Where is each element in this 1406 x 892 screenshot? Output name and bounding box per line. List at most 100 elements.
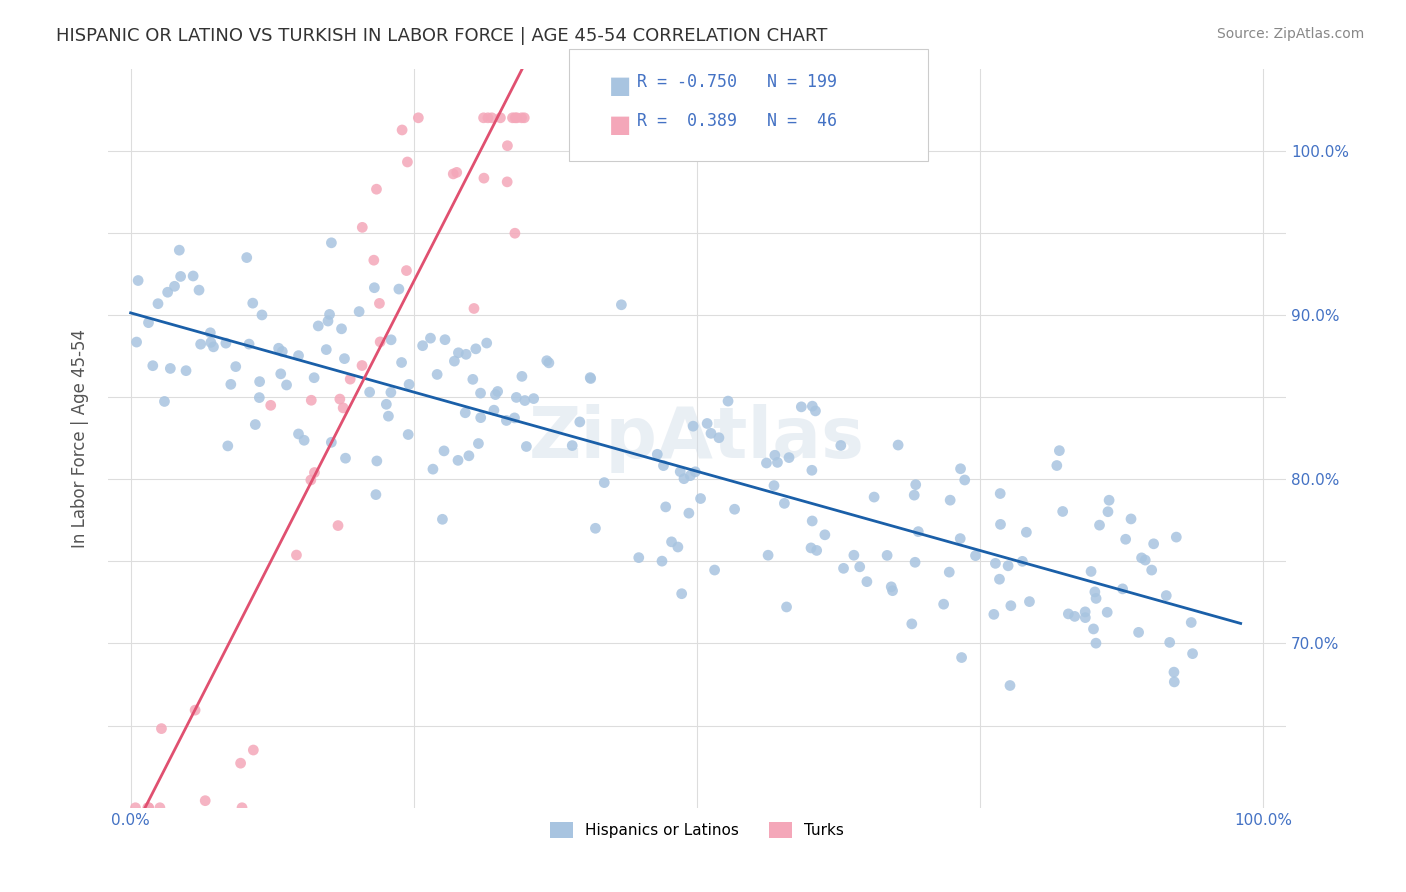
Y-axis label: In Labor Force | Age 45-54: In Labor Force | Age 45-54 — [72, 328, 89, 548]
Point — [1000, 599, 1022, 613]
Point — [292, 434, 315, 448]
Point — [682, 419, 704, 434]
Point — [1085, 591, 1108, 606]
Point — [832, 561, 855, 575]
Text: R =  0.389   N =  46: R = 0.389 N = 46 — [637, 112, 837, 130]
Point — [766, 455, 789, 469]
Point — [513, 111, 536, 125]
Point — [142, 359, 165, 373]
Point — [366, 182, 388, 196]
Point — [496, 175, 519, 189]
Point — [515, 440, 537, 454]
Point — [138, 801, 160, 815]
Point — [1084, 585, 1107, 599]
Point — [270, 367, 292, 381]
Point — [271, 344, 294, 359]
Point — [124, 801, 146, 815]
Point — [652, 458, 675, 473]
Point — [1095, 605, 1118, 619]
Point — [127, 273, 149, 287]
Point — [523, 392, 546, 406]
Point — [689, 491, 711, 506]
Point — [1052, 504, 1074, 518]
Point — [299, 393, 322, 408]
Point — [506, 111, 529, 125]
Point — [368, 296, 391, 310]
Point — [433, 444, 456, 458]
Point — [1128, 625, 1150, 640]
Point — [579, 371, 602, 385]
Point — [627, 550, 650, 565]
Point — [287, 426, 309, 441]
Point — [696, 417, 718, 431]
Point — [495, 413, 517, 427]
Point — [396, 427, 419, 442]
Point — [472, 111, 495, 125]
Point — [938, 565, 960, 579]
Point — [842, 548, 865, 562]
Point — [366, 454, 388, 468]
Point — [482, 403, 505, 417]
Point — [806, 543, 828, 558]
Point — [510, 111, 533, 125]
Point — [1011, 554, 1033, 568]
Point — [830, 438, 852, 452]
Point — [287, 349, 309, 363]
Point — [335, 451, 357, 466]
Text: ZipAtlas: ZipAtlas — [529, 404, 865, 473]
Point — [707, 431, 730, 445]
Point — [467, 436, 489, 450]
Point — [315, 343, 337, 357]
Point — [1088, 518, 1111, 533]
Point — [790, 400, 813, 414]
Point — [997, 558, 1019, 573]
Point — [561, 439, 583, 453]
Point — [238, 337, 260, 351]
Point — [949, 532, 972, 546]
Point — [537, 356, 560, 370]
Point — [703, 563, 725, 577]
Point — [904, 555, 927, 569]
Point — [800, 463, 823, 477]
Point — [219, 377, 242, 392]
Point — [988, 572, 1011, 586]
Point — [184, 703, 207, 717]
Point — [229, 756, 252, 771]
Point — [321, 435, 343, 450]
Point — [755, 456, 778, 470]
Point — [472, 171, 495, 186]
Point — [321, 235, 343, 250]
Text: ■: ■ — [609, 113, 631, 137]
Point — [190, 337, 212, 351]
Point — [200, 335, 222, 350]
Point — [904, 477, 927, 491]
Point — [903, 488, 925, 502]
Point — [446, 165, 468, 179]
Point — [1057, 607, 1080, 621]
Point — [457, 449, 479, 463]
Point — [685, 465, 707, 479]
Point — [302, 370, 325, 384]
Point — [464, 342, 486, 356]
Point — [679, 468, 702, 483]
Point — [412, 339, 434, 353]
Point — [610, 298, 633, 312]
Point — [856, 574, 879, 589]
Point — [965, 549, 987, 563]
Point — [375, 397, 398, 411]
Point — [503, 226, 526, 240]
Point — [647, 447, 669, 461]
Point — [200, 326, 222, 340]
Point — [245, 417, 267, 432]
Text: Source: ZipAtlas.com: Source: ZipAtlas.com — [1216, 27, 1364, 41]
Point — [496, 138, 519, 153]
Point — [984, 557, 1007, 571]
Point — [215, 336, 238, 351]
Point — [316, 314, 339, 328]
Point — [125, 334, 148, 349]
Point — [536, 353, 558, 368]
Point — [149, 801, 172, 815]
Point — [231, 801, 253, 815]
Point — [225, 359, 247, 374]
Point — [153, 394, 176, 409]
